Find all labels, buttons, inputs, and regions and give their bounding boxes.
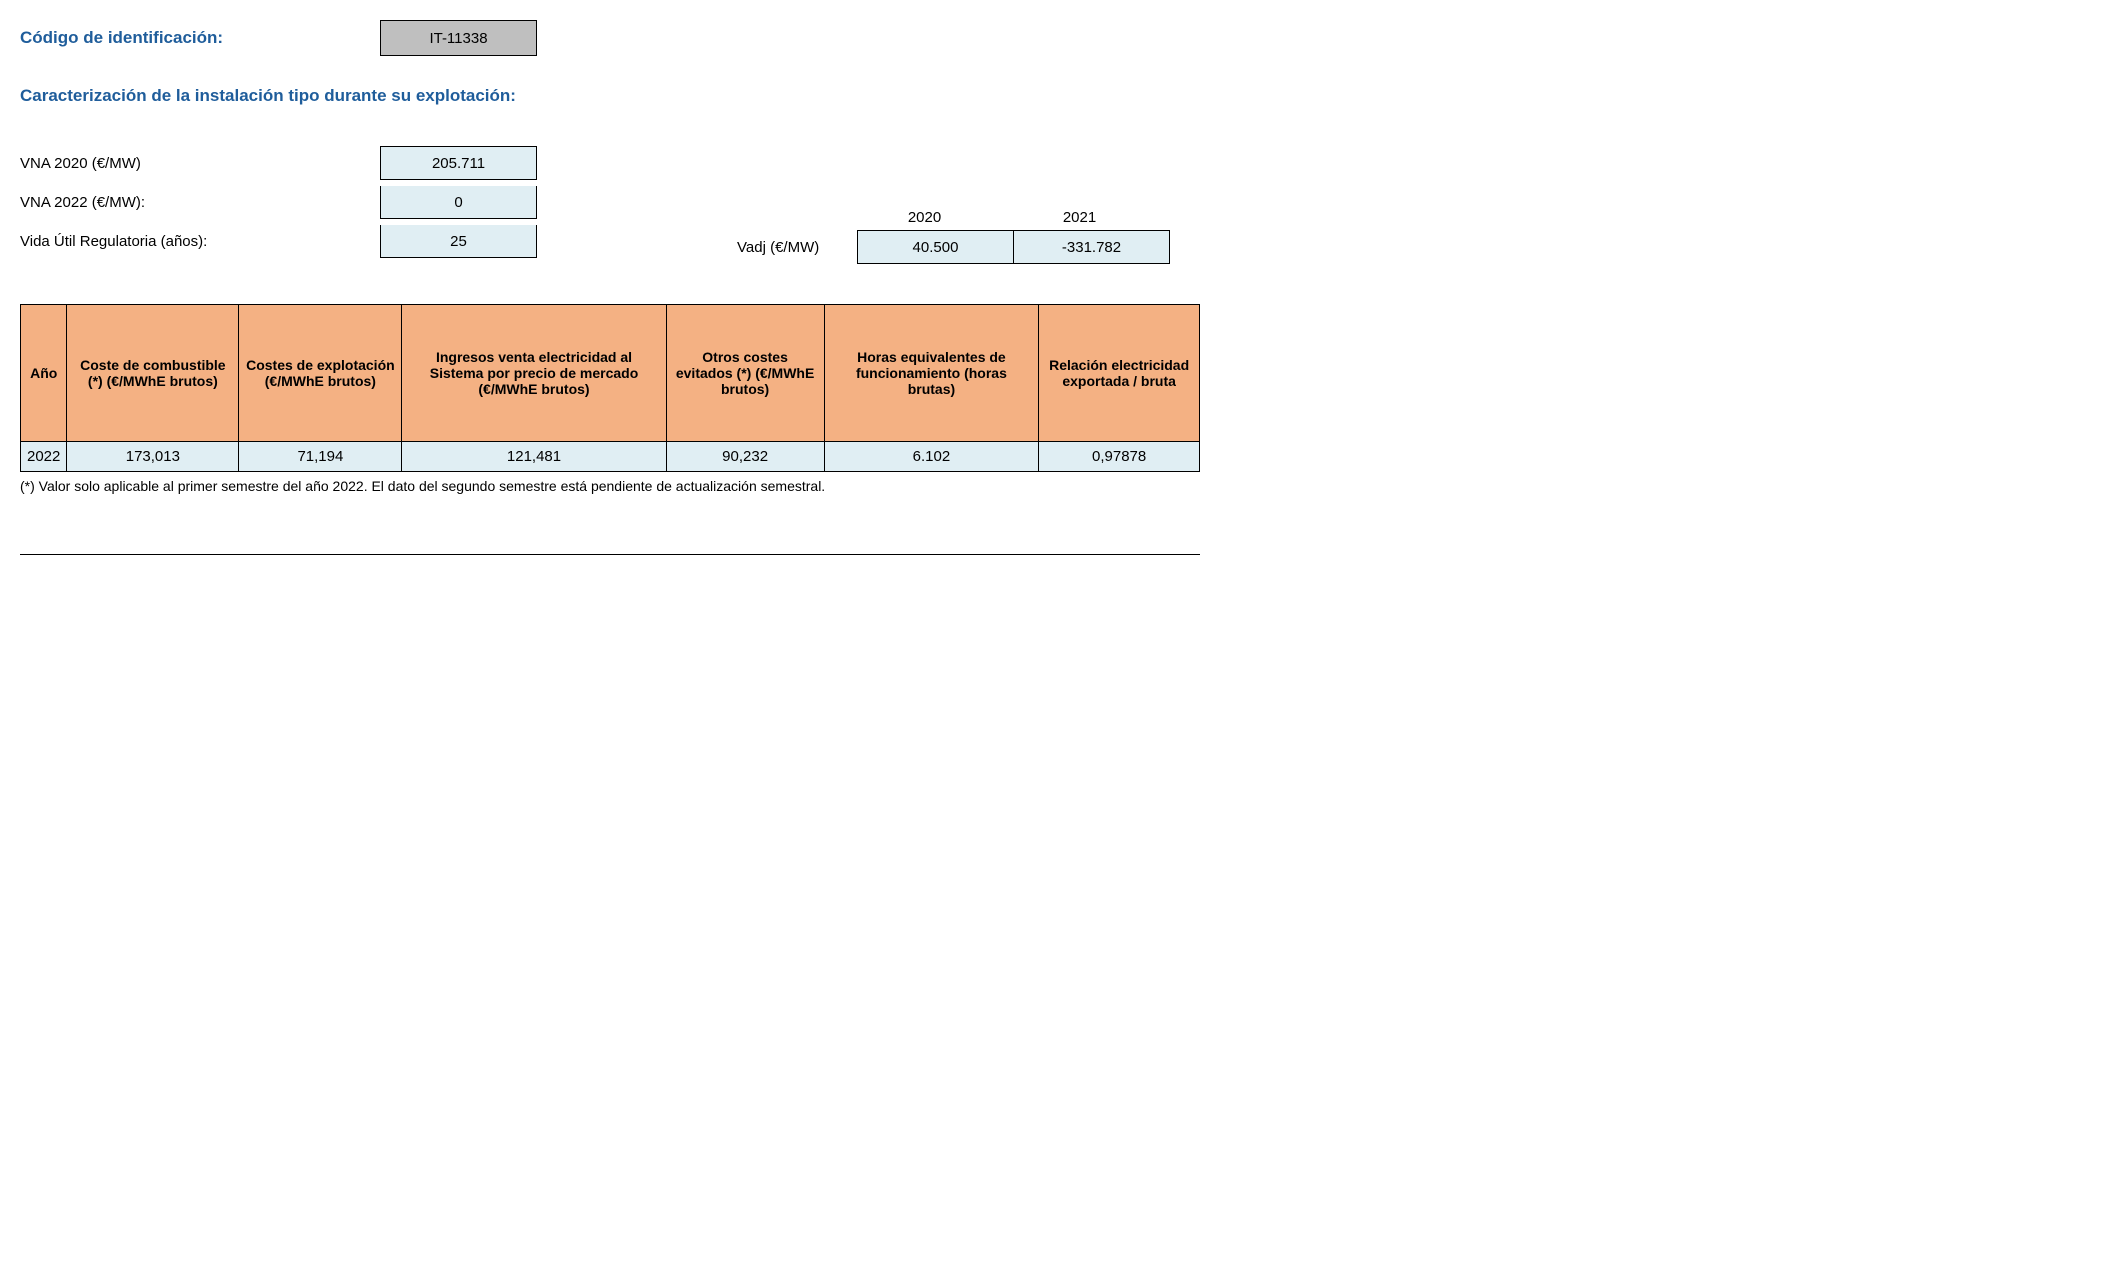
col-header: Ingresos venta electricidad al Sistema p… (402, 305, 666, 442)
vna2020-value: 205.711 (380, 146, 537, 180)
cell: 71,194 (239, 442, 402, 472)
main-table: Año Coste de combustible (*) (€/MWhE bru… (20, 304, 1200, 472)
table-footnote: (*) Valor solo aplicable al primer semes… (20, 478, 2106, 494)
vadj-year2: 2021 (1002, 209, 1157, 226)
cell: 90,232 (666, 442, 824, 472)
cell: 0,97878 (1039, 442, 1200, 472)
col-header: Costes de explotación (€/MWhE brutos) (239, 305, 402, 442)
vna2020-row: VNA 2020 (€/MW) 205.711 (20, 146, 537, 180)
col-header: Coste de combustible (*) (€/MWhE brutos) (67, 305, 239, 442)
cell: 121,481 (402, 442, 666, 472)
cell: 173,013 (67, 442, 239, 472)
id-value-box: IT-11338 (380, 20, 537, 56)
id-label: Código de identificación: (20, 28, 380, 48)
section-title: Caracterización de la instalación tipo d… (20, 86, 2106, 106)
params-left: VNA 2020 (€/MW) 205.711 VNA 2022 (€/MW):… (20, 146, 537, 264)
cell: 2022 (21, 442, 67, 472)
vida-row: Vida Útil Regulatoria (años): 25 (20, 225, 537, 258)
col-header: Relación electricidad exportada / bruta (1039, 305, 1200, 442)
id-row: Código de identificación: IT-11338 (20, 20, 2106, 56)
cell: 6.102 (824, 442, 1039, 472)
vadj-block: 2020 2021 Vadj (€/MW) 40.500 -331.782 (737, 209, 1170, 264)
table-header-row: Año Coste de combustible (*) (€/MWhE bru… (21, 305, 1200, 442)
vadj-spacer (737, 209, 847, 226)
vadj-row: Vadj (€/MW) 40.500 -331.782 (737, 230, 1170, 264)
vna2022-row: VNA 2022 (€/MW): 0 (20, 186, 537, 219)
vna2020-label: VNA 2020 (€/MW) (20, 155, 380, 172)
id-value: IT-11338 (429, 30, 487, 47)
vida-label: Vida Útil Regulatoria (años): (20, 233, 380, 250)
separator-line (20, 554, 1200, 555)
vida-value: 25 (380, 225, 537, 258)
params-wrap: VNA 2020 (€/MW) 205.711 VNA 2022 (€/MW):… (20, 146, 2106, 264)
vadj-headers: 2020 2021 (737, 209, 1170, 226)
vadj-val2: -331.782 (1014, 230, 1170, 264)
col-header: Horas equivalentes de funcionamiento (ho… (824, 305, 1039, 442)
vadj-val1: 40.500 (857, 230, 1014, 264)
table-row: 2022 173,013 71,194 121,481 90,232 6.102… (21, 442, 1200, 472)
vadj-year1: 2020 (847, 209, 1002, 226)
col-header: Año (21, 305, 67, 442)
col-header: Otros costes evitados (*) (€/MWhE brutos… (666, 305, 824, 442)
vna2022-label: VNA 2022 (€/MW): (20, 194, 380, 211)
vna2022-value: 0 (380, 186, 537, 219)
vadj-label: Vadj (€/MW) (737, 239, 857, 256)
